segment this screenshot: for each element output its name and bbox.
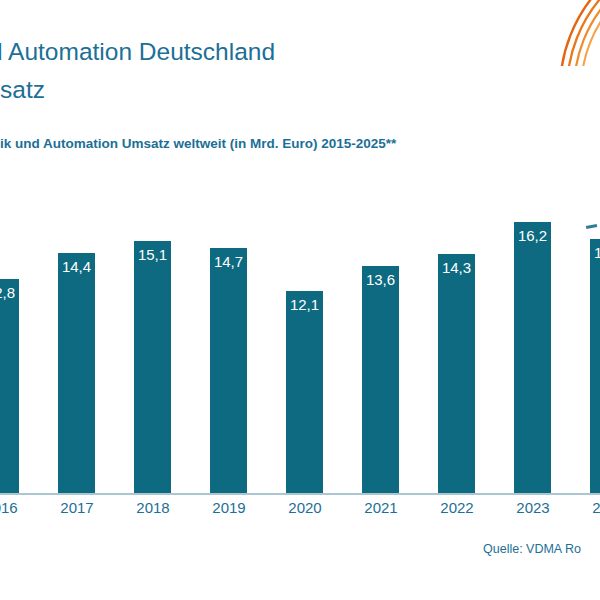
x-axis-line: [0, 493, 600, 495]
bar-2022: 14,3: [438, 254, 475, 493]
x-axis-label: 2022: [419, 499, 495, 516]
bar-2020: 12,1: [286, 291, 323, 493]
bar-2024: 15,2: [590, 239, 600, 493]
x-axis-label: 2023: [495, 499, 571, 516]
bar-value-label: 15,2: [590, 244, 600, 261]
bar-2019: 14,7: [210, 248, 247, 493]
x-axis-label: 2018: [115, 499, 191, 516]
x-axis-label: 2020: [267, 499, 343, 516]
bar-value-label: 14,3: [438, 259, 475, 276]
x-axis-label: 2021: [343, 499, 419, 516]
x-axis-label: 2024: [571, 499, 600, 516]
bar-2017: 14,4: [58, 253, 95, 493]
bar-value-label: 12,1: [286, 296, 323, 313]
annotation-line-fragment: [586, 224, 597, 228]
x-axis-label: 2017: [39, 499, 115, 516]
bar-chart: 12,8 2016 14,4 2017 15,1 2018 14,7 2019 12,1 2020…: [0, 0, 600, 600]
x-axis-label: 2019: [191, 499, 267, 516]
source-caption: Quelle: VDMA Ro: [483, 542, 581, 556]
bar-value-label: 16,2: [514, 227, 551, 244]
bar-value-label: 12,8: [0, 284, 19, 301]
slide-canvas: d Automation Deutschland satz ik und Aut…: [0, 0, 600, 600]
x-axis-label: 2016: [0, 499, 39, 516]
bar-value-label: 14,4: [58, 258, 95, 275]
bar-2016: 12,8: [0, 279, 19, 493]
bar-value-label: 14,7: [210, 253, 247, 270]
bar-2018: 15,1: [134, 241, 171, 493]
bar-2021: 13,6: [362, 266, 399, 493]
bar-2023: 16,2: [514, 222, 551, 493]
bar-value-label: 15,1: [134, 246, 171, 263]
bar-value-label: 13,6: [362, 271, 399, 288]
